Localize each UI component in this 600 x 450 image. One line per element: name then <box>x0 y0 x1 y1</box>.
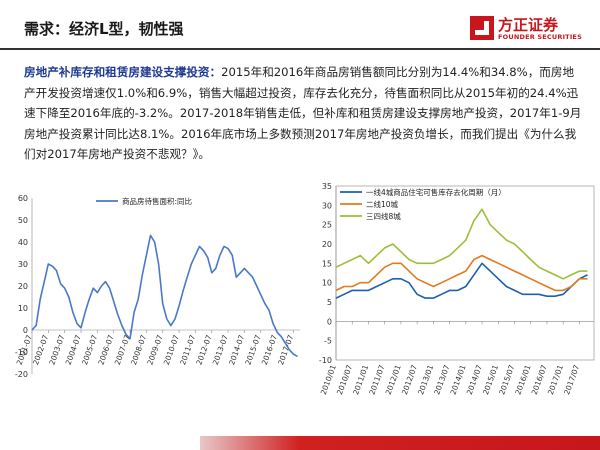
logo-text-en: FOUNDER SECURITIES <box>498 33 582 41</box>
y-tick-label: 0 <box>327 317 332 326</box>
y-tick-label: 30 <box>322 201 332 210</box>
x-tick-label: 2017-07 <box>276 333 295 366</box>
chart-inventory-yoy: -20 -10 0 10 20 30 40 50 60 2001-07 2002-07 2003-07… <box>6 178 308 433</box>
legend-label: 一线4城商品住宅可售库存去化周期（月） <box>366 187 506 197</box>
chart-inventory-yoy-svg: -20-1001020304050602001-072002-072003-07… <box>15 194 300 379</box>
series-line <box>31 234 298 358</box>
y-tick-label: 60 <box>18 194 28 203</box>
y-tick-label: 5 <box>327 298 332 307</box>
legend-label: 三四线8城 <box>366 211 401 221</box>
y-tick-label: -5 <box>324 337 332 346</box>
brand-logo: 方正证券 FOUNDER SECURITIES <box>470 12 590 44</box>
series-line <box>335 254 588 292</box>
series-line <box>335 208 588 280</box>
y-tick-label: 35 <box>322 182 332 191</box>
y-tick-label: 25 <box>322 221 332 230</box>
logo-text-cn: 方正证券 <box>498 16 559 34</box>
slide-title: 需求：经济L型，韧性强 <box>24 20 184 38</box>
y-tick-label: 0 <box>23 326 28 335</box>
y-tick-label: 20 <box>322 240 332 249</box>
y-tick-label: 30 <box>18 260 28 269</box>
chart-destock-cycle-svg: -10-5051015202530352010/012010/072011/01… <box>319 182 595 396</box>
title-divider <box>0 48 600 50</box>
footer-red-stripe <box>200 436 600 450</box>
y-tick-label: 40 <box>18 238 28 247</box>
legend-label: 商品房待售面积:同比 <box>122 196 193 206</box>
y-tick-label: -20 <box>15 370 28 379</box>
y-tick-label: 50 <box>18 216 28 225</box>
y-tick-label: -10 <box>319 356 332 365</box>
series-line <box>335 262 588 299</box>
y-tick-label: -10 <box>15 348 28 357</box>
y-tick-label: 10 <box>18 304 28 313</box>
logo-mark-icon <box>470 16 494 40</box>
y-tick-label: 10 <box>322 279 332 288</box>
y-tick-label: 20 <box>18 282 28 291</box>
x-tick-label: 2017/07 <box>562 363 581 396</box>
legend-label: 二线10城 <box>366 199 399 209</box>
chart-destock-cycle: -10 -5 0 5 10 15 20 25 30 35 2010/01 2010/07 2011/01… <box>310 178 600 433</box>
body-lead: 房地产补库存和租赁房建设支撑投资： <box>24 65 222 79</box>
footer-bar <box>0 436 600 450</box>
body-text: 2015年和2016年商品房销售额同比分别为14.4%和34.8%，而房地产开发… <box>24 65 582 161</box>
y-tick-label: 15 <box>322 259 332 268</box>
body-paragraph: 房地产补库存和租赁房建设支撑投资：2015年和2016年商品房销售额同比分别为1… <box>24 62 584 165</box>
